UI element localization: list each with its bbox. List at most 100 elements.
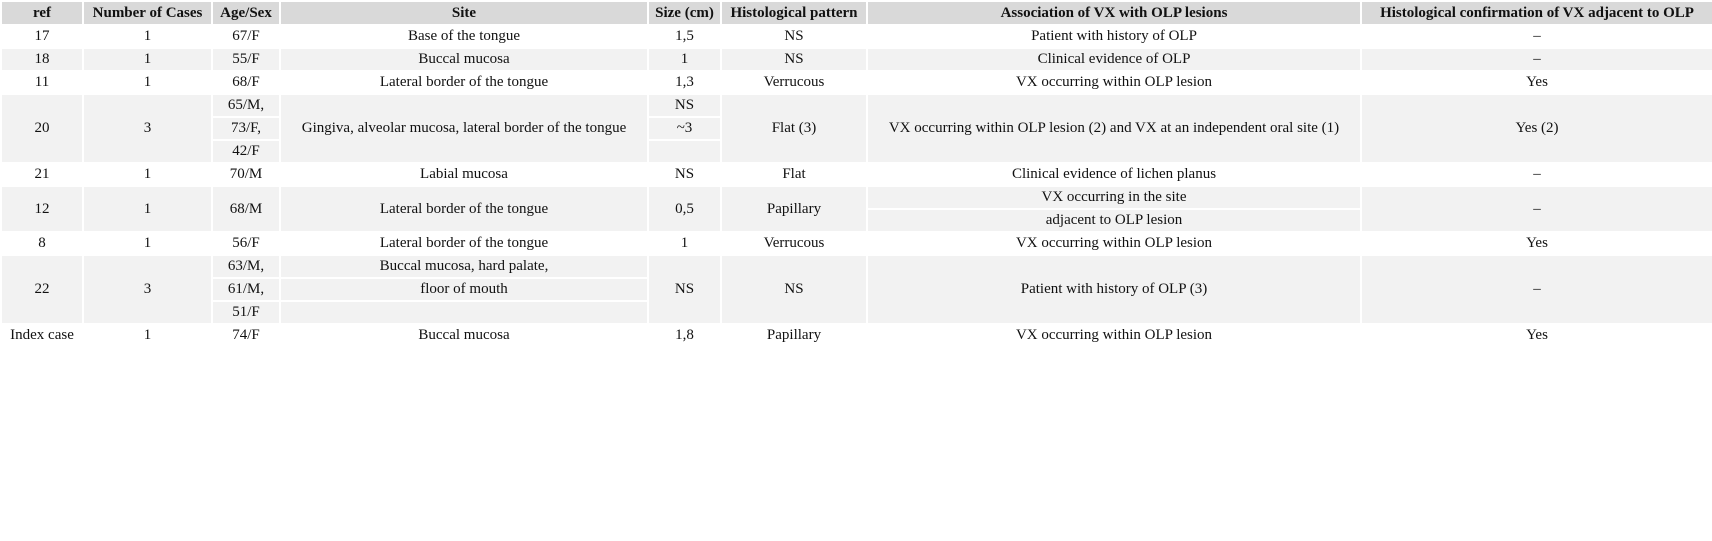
cell-line: adjacent to OLP lesion xyxy=(866,208,1362,233)
cell: Patient with history of OLP xyxy=(866,24,1362,49)
cell: Papillary xyxy=(720,185,868,233)
table-row: 12 1 68/M Lateral border of the tongue 0,5 Pa… xyxy=(0,185,1712,233)
cell: 1 xyxy=(647,231,722,256)
cell: 11 xyxy=(0,70,84,95)
cell: Verrucous xyxy=(720,231,868,256)
cell: 3 xyxy=(82,254,213,325)
cell: Lateral border of the tongue xyxy=(279,231,649,256)
cell: 1 xyxy=(82,231,213,256)
cell: Base of the tongue xyxy=(279,24,649,49)
cell: Labial mucosa xyxy=(279,162,649,187)
table-row: 22 3 63/M, Buccal mucosa, hard palate, NS NS P… xyxy=(0,254,1712,325)
cell-line: Buccal mucosa, hard palate, xyxy=(279,254,649,279)
cell: Patient with history of OLP (3) xyxy=(866,254,1362,325)
cell: Yes xyxy=(1360,323,1712,348)
cell: 3 xyxy=(82,93,213,164)
cell: 70/M xyxy=(211,162,281,187)
cell: 68/M xyxy=(211,185,281,233)
cell: Clinical evidence of lichen planus xyxy=(866,162,1362,187)
table-row: 73/F, ~3 xyxy=(1,116,1712,141)
cell: – xyxy=(1360,254,1712,325)
table-row: 17 1 67/F Base of the tongue 1,5 NS Patient wi… xyxy=(0,24,1712,49)
cell: 20 xyxy=(0,93,84,164)
cell: Lateral border of the tongue xyxy=(279,185,649,233)
cell: Clinical evidence of OLP xyxy=(866,47,1362,72)
cell: 1 xyxy=(82,323,213,348)
cell: NS xyxy=(647,254,722,325)
cell: 1,8 xyxy=(647,323,722,348)
cell: 0,5 xyxy=(647,185,722,233)
cell-line: floor of mouth xyxy=(279,277,649,302)
cell: 56/F xyxy=(211,231,281,256)
header-cell: Age/Sex xyxy=(211,0,281,26)
cell: – xyxy=(1360,47,1712,72)
cell: Index case xyxy=(0,323,84,348)
cell: 1 xyxy=(647,47,722,72)
cell: NS xyxy=(720,47,868,72)
cell: NS xyxy=(647,162,722,187)
cell: Verrucous xyxy=(720,70,868,95)
empty-cell xyxy=(279,300,649,325)
cell-line: 73/F, xyxy=(211,116,281,141)
header-row: ref Number of Cases Age/Sex Site Size (cm) Hi… xyxy=(0,0,1712,26)
data-table: ref Number of Cases Age/Sex Site Size (cm) Hi… xyxy=(0,0,1712,348)
cell: 1 xyxy=(82,162,213,187)
cell: VX occurring within OLP lesion (2) and V… xyxy=(866,93,1362,164)
cell: – xyxy=(1360,24,1712,49)
cell: Yes xyxy=(1360,70,1712,95)
cell: Buccal mucosa xyxy=(279,323,649,348)
cell: 1 xyxy=(82,185,213,233)
cell: VX occurring within OLP lesion xyxy=(866,70,1362,95)
empty-cell xyxy=(647,139,722,164)
cell: 1 xyxy=(82,24,213,49)
header-cell: Association of VX with OLP lesions xyxy=(866,0,1362,26)
cell: NS xyxy=(720,24,868,49)
cell: Flat xyxy=(720,162,868,187)
table-row: 20 3 65/M, Gingiva, alveolar mucosa, latera… xyxy=(0,93,1712,164)
header-cell: Histological confirmation of VX adjacent… xyxy=(1360,0,1712,26)
cell: Papillary xyxy=(720,323,868,348)
cell: Lateral border of the tongue xyxy=(279,70,649,95)
table-row: 18 1 55/F Buccal mucosa 1 NS Clinical evidence… xyxy=(0,47,1712,72)
cell: VX occurring within OLP lesion xyxy=(866,231,1362,256)
cell: 1,5 xyxy=(647,24,722,49)
cell-line: 65/M, xyxy=(211,93,281,118)
table-row: 21 1 70/M Labial mucosa NS Flat Clinical evide… xyxy=(0,162,1712,187)
cell: VX occurring within OLP lesion xyxy=(866,323,1362,348)
table-row: 42/F xyxy=(1,139,1712,164)
table-row: adjacent to OLP lesion xyxy=(1,208,1712,233)
table-row: 11 1 68/F Lateral border of the tongue 1,3 Ve… xyxy=(0,70,1712,95)
header-cell: ref xyxy=(0,0,84,26)
cell: – xyxy=(1360,162,1712,187)
cell: 22 xyxy=(0,254,84,325)
cell: Yes (2) xyxy=(1360,93,1712,164)
cell: Flat (3) xyxy=(720,93,868,164)
cell-line: ~3 xyxy=(647,116,722,141)
table-row: 51/F xyxy=(1,300,1712,325)
header-cell: Number of Cases xyxy=(82,0,213,26)
cell: 68/F xyxy=(211,70,281,95)
cell: 55/F xyxy=(211,47,281,72)
cell: NS xyxy=(720,254,868,325)
cell-line: NS xyxy=(647,93,722,118)
table-row: 61/M, floor of mouth xyxy=(1,277,1712,302)
cell: 1,3 xyxy=(647,70,722,95)
cell: 17 xyxy=(0,24,84,49)
cell: 74/F xyxy=(211,323,281,348)
cell: 67/F xyxy=(211,24,281,49)
cell: 1 xyxy=(82,47,213,72)
cell-line: 42/F xyxy=(211,139,281,164)
cell: 18 xyxy=(0,47,84,72)
cell: Yes xyxy=(1360,231,1712,256)
cell: 21 xyxy=(0,162,84,187)
cell: 8 xyxy=(0,231,84,256)
cell-line: 61/M, xyxy=(211,277,281,302)
header-cell: Site xyxy=(279,0,649,26)
table-row: 8 1 56/F Lateral border of the tongue 1 Verru… xyxy=(0,231,1712,256)
cell: Buccal mucosa xyxy=(279,47,649,72)
cell: – xyxy=(1360,185,1712,233)
cell-line: VX occurring in the site xyxy=(866,185,1362,210)
table-row: Index case 1 74/F Buccal mucosa 1,8 Papillary… xyxy=(0,323,1712,348)
cell-line: 51/F xyxy=(211,300,281,325)
